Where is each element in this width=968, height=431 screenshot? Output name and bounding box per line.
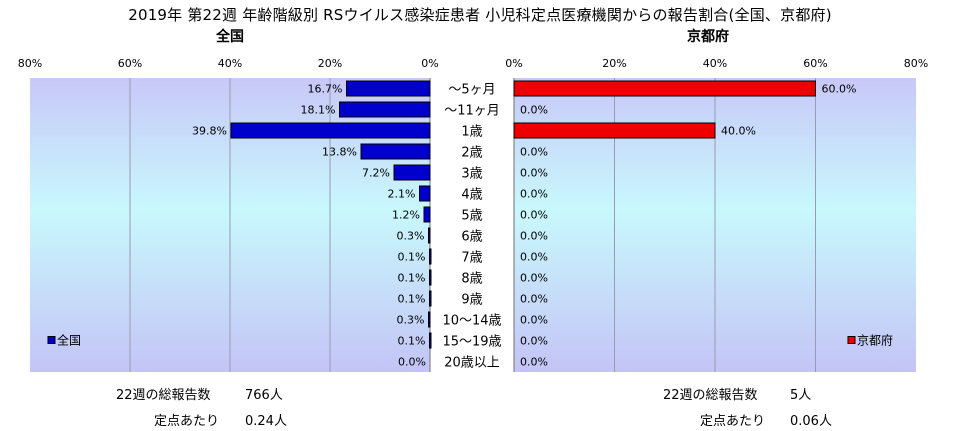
kyoto-data-label: 0.0% (520, 146, 548, 159)
national-data-label: 13.8% (322, 146, 357, 159)
national-data-label: 2.1% (388, 188, 416, 201)
category-label: 5歳 (461, 209, 482, 224)
kyoto-per-value: 0.06人 (790, 414, 832, 429)
kyoto-bar (513, 122, 716, 139)
category-label: 〜11ヶ月 (444, 104, 500, 119)
national-data-label: 0.0% (398, 356, 426, 369)
national-bar (419, 185, 431, 202)
category-label: 1歳 (461, 125, 482, 140)
national-bar (429, 332, 432, 349)
national-data-label: 0.3% (397, 314, 425, 327)
category-label: 〜5ヶ月 (448, 83, 495, 98)
national-legend-swatch (47, 336, 56, 344)
kyoto-data-label: 0.0% (520, 209, 548, 222)
national-data-label: 0.1% (398, 293, 426, 306)
national-data-label: 0.3% (397, 230, 425, 243)
national-bar (429, 290, 432, 307)
kyoto-x-tick-label: 60% (803, 57, 827, 70)
national-legend-label: 全国 (57, 333, 81, 348)
category-label: 15〜19歳 (442, 335, 501, 350)
kyoto-data-label: 0.0% (520, 104, 548, 117)
national-x-tick-label: 40% (218, 57, 242, 70)
kyoto-data-label: 0.0% (520, 167, 548, 180)
national-bar (428, 311, 431, 328)
national-data-label: 0.1% (398, 335, 426, 348)
kyoto-data-label: 0.0% (520, 335, 548, 348)
kyoto-panel-title: 京都府 (687, 29, 729, 45)
kyoto-x-tick-label: 40% (703, 57, 727, 70)
national-bar (423, 206, 431, 223)
category-label: 3歳 (461, 167, 482, 182)
category-label: 9歳 (461, 293, 482, 308)
kyoto-data-label: 0.0% (520, 188, 548, 201)
kyoto-data-label: 60.0% (822, 83, 857, 96)
national-data-label: 0.1% (398, 272, 426, 285)
kyoto-total-label: 22週の総報告数 (663, 388, 758, 403)
national-x-tick-label: 80% (18, 57, 42, 70)
kyoto-total-value: 5人 (790, 388, 812, 403)
kyoto-data-label: 0.0% (520, 356, 548, 369)
kyoto-data-label: 0.0% (520, 272, 548, 285)
category-label: 8歳 (461, 272, 482, 287)
national-total-value: 766人 (245, 388, 283, 403)
national-x-tick-label: 0% (421, 57, 438, 70)
national-bar (393, 164, 431, 181)
kyoto-data-label: 0.0% (520, 293, 548, 306)
kyoto-data-label: 0.0% (520, 251, 548, 264)
national-bar (429, 248, 432, 265)
national-bar (346, 80, 431, 97)
kyoto-legend-label: 京都府 (857, 333, 893, 348)
kyoto-legend-swatch (847, 336, 856, 344)
chart-title: 2019年 第22週 年齢階級別 RSウイルス感染症患者 小児科定点医療機関から… (128, 6, 832, 24)
national-data-label: 7.2% (362, 167, 390, 180)
national-bar (360, 143, 431, 160)
national-bar (428, 227, 431, 244)
national-x-tick-label: 20% (318, 57, 342, 70)
national-panel-title: 全国 (216, 29, 244, 45)
national-data-label: 1.2% (392, 209, 420, 222)
national-per-label: 定点あたり (154, 414, 220, 429)
national-bar (339, 101, 431, 118)
kyoto-data-label: 40.0% (721, 125, 756, 138)
national-data-label: 18.1% (301, 104, 336, 117)
category-label: 6歳 (461, 230, 482, 245)
kyoto-data-label: 0.0% (520, 230, 548, 243)
national-per-value: 0.24人 (245, 414, 287, 429)
category-label: 10〜14歳 (442, 314, 501, 329)
national-data-label: 0.1% (398, 251, 426, 264)
national-data-label: 39.8% (192, 125, 227, 138)
kyoto-x-tick-label: 20% (602, 57, 626, 70)
kyoto-x-tick-label: 0% (505, 57, 522, 70)
national-total-label: 22週の総報告数 (116, 388, 211, 403)
category-label: 7歳 (461, 251, 482, 266)
national-x-tick-label: 60% (118, 57, 142, 70)
kyoto-per-label: 定点あたり (700, 414, 766, 429)
kyoto-data-label: 0.0% (520, 314, 548, 327)
national-bar (429, 269, 432, 286)
kyoto-bar (513, 80, 816, 97)
national-bar (230, 122, 431, 139)
national-data-label: 16.7% (308, 83, 343, 96)
category-label: 20歳以上 (444, 356, 500, 371)
category-label: 4歳 (461, 188, 482, 203)
kyoto-x-tick-label: 80% (904, 57, 928, 70)
category-label: 2歳 (461, 146, 482, 161)
